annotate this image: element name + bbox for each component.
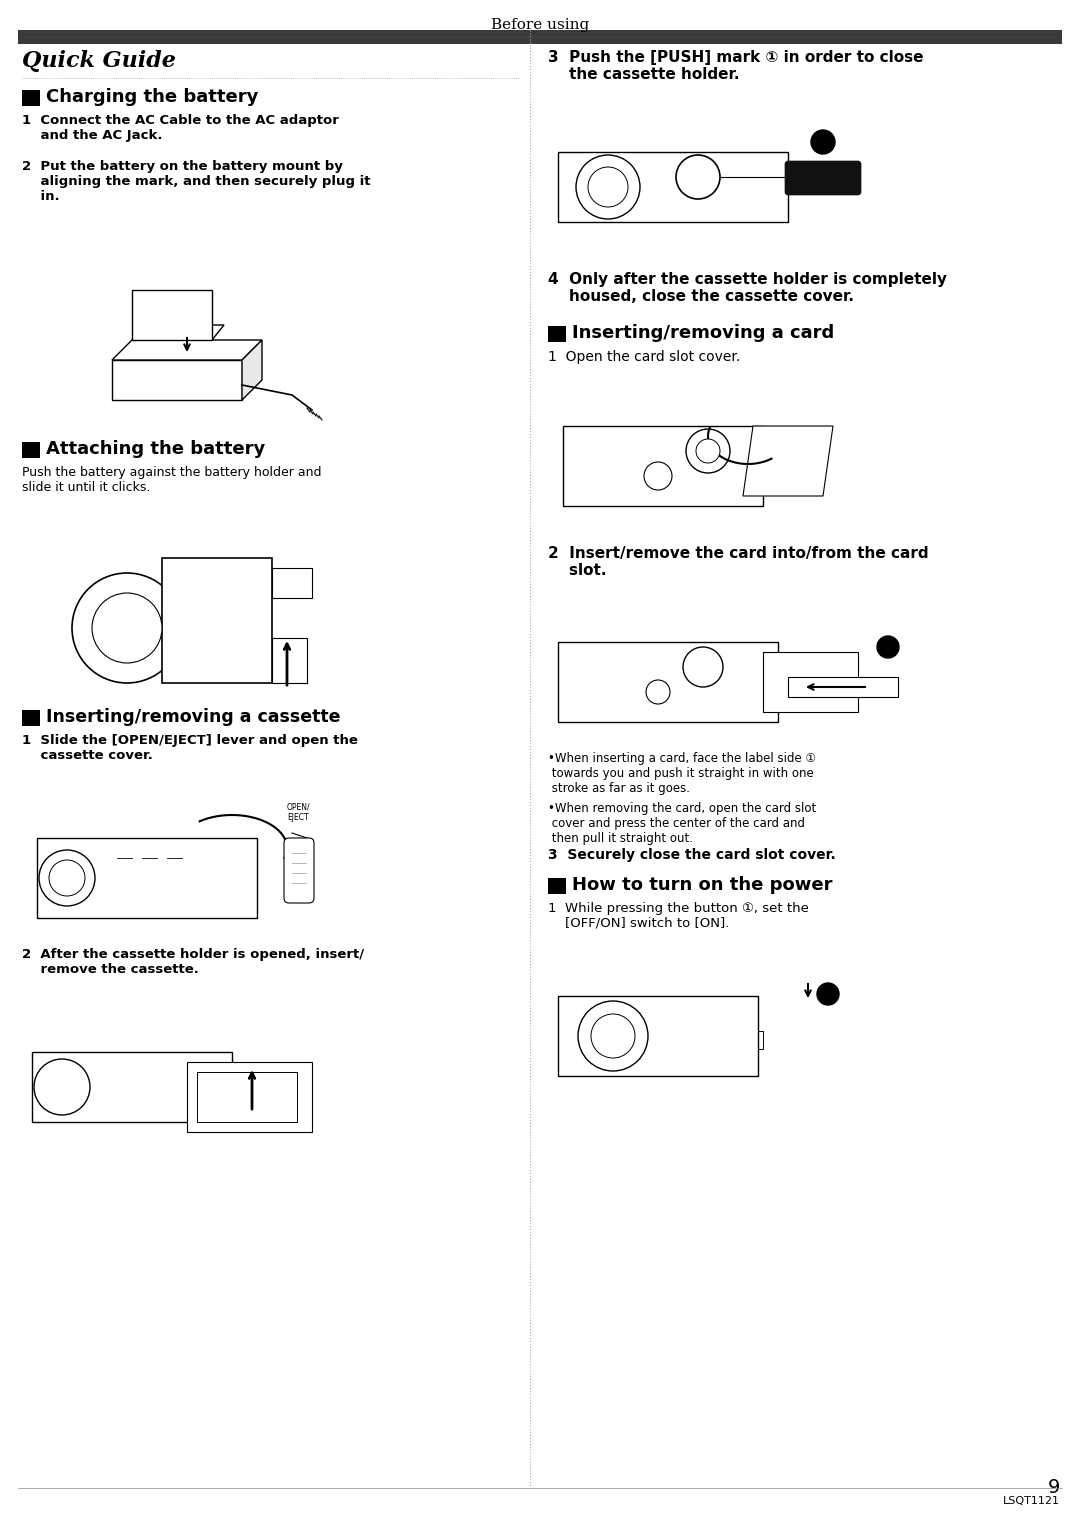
Circle shape (49, 860, 85, 897)
FancyBboxPatch shape (785, 161, 861, 195)
Text: 1: 1 (885, 640, 892, 651)
Polygon shape (563, 426, 762, 506)
Circle shape (33, 1060, 90, 1115)
FancyBboxPatch shape (284, 838, 314, 903)
Polygon shape (197, 1072, 297, 1123)
Text: 1: 1 (819, 135, 827, 148)
Circle shape (576, 155, 640, 218)
Polygon shape (558, 152, 788, 221)
Polygon shape (32, 1052, 232, 1123)
Text: Charging the battery: Charging the battery (46, 88, 258, 106)
Bar (548, 878, 566, 894)
Bar (42, 508, 332, 694)
Bar (22, 711, 40, 726)
Bar (548, 102, 928, 257)
Bar (548, 375, 908, 531)
Text: 2  Put the battery on the battery mount by
    aligning the mark, and then secur: 2 Put the battery on the battery mount b… (22, 160, 370, 203)
Text: 2  After the cassette holder is opened, insert/
    remove the cassette.: 2 After the cassette holder is opened, i… (22, 947, 364, 977)
Bar (27, 778, 367, 938)
Text: •When removing the card, open the card slot
 cover and press the center of the c: •When removing the card, open the card s… (548, 801, 816, 844)
Text: Attaching the battery: Attaching the battery (46, 440, 266, 458)
Circle shape (683, 647, 723, 687)
Text: LSQT1121: LSQT1121 (1003, 1496, 1059, 1506)
Circle shape (39, 851, 95, 906)
Circle shape (686, 429, 730, 474)
Polygon shape (162, 558, 272, 683)
Polygon shape (743, 426, 833, 495)
Bar (548, 592, 908, 741)
Text: OFF  ON: OFF ON (710, 1034, 746, 1043)
Text: Quick Guide: Quick Guide (22, 51, 176, 72)
Polygon shape (558, 641, 778, 721)
Polygon shape (112, 360, 242, 400)
Bar (548, 946, 908, 1101)
Bar (708, 1030, 762, 1049)
Text: How to turn on the power: How to turn on the power (572, 877, 833, 894)
Circle shape (92, 594, 162, 663)
Text: OPEN/
EJECT: OPEN/ EJECT (287, 803, 311, 823)
Bar (52, 220, 332, 420)
Text: Inserting/removing a cassette: Inserting/removing a cassette (46, 707, 340, 726)
Text: 1  Open the card slot cover.: 1 Open the card slot cover. (548, 351, 740, 365)
Text: •When inserting a card, face the label side ①
 towards you and push it straight : •When inserting a card, face the label s… (548, 752, 816, 795)
Polygon shape (112, 340, 262, 360)
Circle shape (811, 131, 835, 154)
Circle shape (72, 574, 183, 683)
Bar (548, 326, 566, 341)
Bar (272, 568, 312, 598)
Bar (18, 31, 1062, 45)
Text: 1  Connect the AC Cable to the AC adaptor
    and the AC Jack.: 1 Connect the AC Cable to the AC adaptor… (22, 114, 339, 141)
Circle shape (646, 680, 670, 704)
Polygon shape (187, 1063, 312, 1132)
Bar (272, 638, 307, 683)
Text: 1  While pressing the button ①, set the
    [OFF/ON] switch to [ON].: 1 While pressing the button ①, set the [… (548, 901, 809, 930)
Text: 9: 9 (1048, 1478, 1059, 1496)
Circle shape (696, 438, 720, 463)
Text: PUSH: PUSH (804, 172, 842, 185)
Polygon shape (558, 997, 758, 1077)
Text: Push the battery against the battery holder and
slide it until it clicks.: Push the battery against the battery hol… (22, 466, 322, 494)
Circle shape (588, 168, 627, 208)
Circle shape (644, 461, 672, 491)
Polygon shape (788, 677, 897, 697)
Text: 3  Securely close the card slot cover.: 3 Securely close the card slot cover. (548, 847, 836, 861)
Bar (22, 441, 40, 458)
Circle shape (591, 1014, 635, 1058)
Circle shape (877, 637, 899, 658)
Bar (778, 455, 813, 464)
Text: Inserting/removing a card: Inserting/removing a card (572, 325, 834, 341)
Text: Before using: Before using (491, 18, 589, 32)
Text: 1: 1 (824, 986, 832, 997)
Bar (733, 1029, 745, 1035)
Bar (22, 91, 40, 106)
Text: 2  Insert/remove the card into/from the card
    slot.: 2 Insert/remove the card into/from the c… (548, 546, 929, 578)
Circle shape (816, 983, 839, 1004)
Circle shape (676, 155, 720, 198)
Polygon shape (242, 340, 262, 400)
Bar (27, 992, 347, 1167)
Polygon shape (132, 325, 224, 340)
Text: 3  Push the [PUSH] mark ① in order to close
    the cassette holder.: 3 Push the [PUSH] mark ① in order to clo… (548, 51, 923, 83)
Polygon shape (132, 291, 212, 340)
Polygon shape (37, 838, 257, 918)
Text: 4  Only after the cassette holder is completely
    housed, close the cassette c: 4 Only after the cassette holder is comp… (548, 272, 947, 305)
Polygon shape (762, 652, 858, 712)
Circle shape (578, 1001, 648, 1070)
Text: 1  Slide the [OPEN/EJECT] lever and open the
    cassette cover.: 1 Slide the [OPEN/EJECT] lever and open … (22, 734, 357, 761)
